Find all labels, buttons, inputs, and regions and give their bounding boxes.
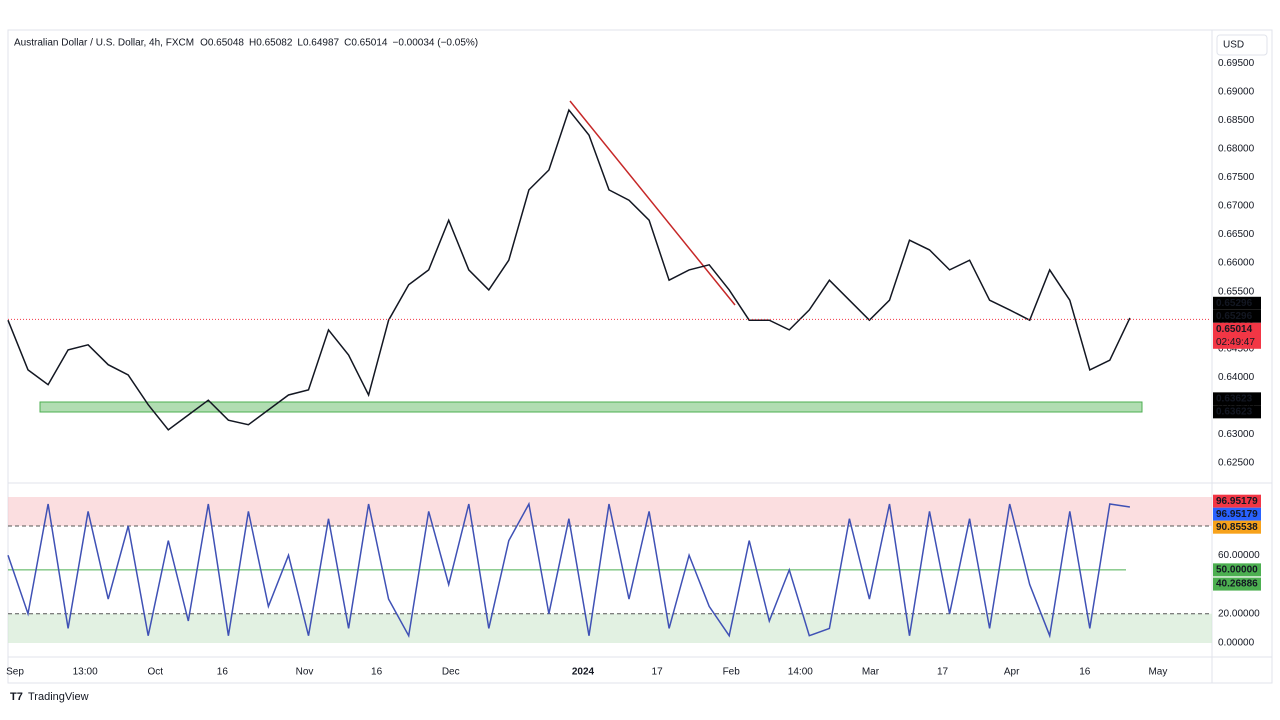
brand: TradingView <box>28 691 89 703</box>
x-tick-label: 16 <box>371 667 383 678</box>
axis-marker <box>1213 494 1261 508</box>
axis-marker-label: 96.95179 <box>1216 496 1258 507</box>
y-tick-label: 0.68500 <box>1218 115 1255 126</box>
y-tick-label: 0.67500 <box>1218 172 1255 183</box>
axis-marker <box>1213 322 1261 349</box>
axis-marker <box>1213 577 1261 591</box>
y-tick-label: 0.64500 <box>1218 343 1255 354</box>
y-tick-label: 0.64000 <box>1218 372 1255 383</box>
y-tick-label: 0.66000 <box>1218 258 1255 269</box>
x-tick-label: Sep <box>6 667 24 678</box>
axis-marker <box>1213 507 1261 521</box>
y-tick-label: 0.68000 <box>1218 143 1255 154</box>
ohlc-label: O <box>200 38 208 49</box>
axis-marker-label: 90.85538 <box>1216 522 1258 533</box>
axis-marker-label: 0.65296 <box>1216 298 1253 309</box>
axis-marker-label: 96.95179 <box>1216 509 1258 520</box>
x-tick-label: 2024 <box>572 667 595 678</box>
axis-marker-label: 0.65014 <box>1216 324 1253 335</box>
ohlc-value: 0.65014 <box>351 38 388 49</box>
axis-marker-label: 0.65296 <box>1216 311 1253 322</box>
axis-marker-label: 0.63623 <box>1216 406 1253 417</box>
change: −0.00034 (−0.05%) <box>393 38 479 49</box>
y-tick-label: 0.00000 <box>1218 638 1255 649</box>
y-tick-label: 0.69500 <box>1218 58 1255 69</box>
x-tick-label: Dec <box>442 667 460 678</box>
x-tick-label: 14:00 <box>788 667 813 678</box>
y-tick-label: 0.67000 <box>1218 201 1255 212</box>
axis-marker <box>1213 392 1261 406</box>
x-tick-label: Nov <box>296 667 314 678</box>
x-tick-label: Mar <box>862 667 880 678</box>
currency[interactable]: USD <box>1223 40 1244 51</box>
oversold-zone <box>8 613 1212 643</box>
ohlc-value: 0.64987 <box>303 38 340 49</box>
axis-marker <box>1213 405 1261 419</box>
x-tick-label: 17 <box>937 667 949 678</box>
y-tick-label: 0.66500 <box>1218 229 1255 240</box>
ohlc-label: C <box>344 38 351 49</box>
ohlc-value: 0.65082 <box>256 38 293 49</box>
logo: T7 <box>10 691 23 703</box>
x-tick-label: 17 <box>652 667 664 678</box>
y-tick-label: 20.00000 <box>1218 608 1260 619</box>
countdown: 02:49:47 <box>1216 337 1255 348</box>
support-zone <box>39 401 1143 413</box>
currency-button[interactable] <box>1216 34 1268 56</box>
symbol-title: Australian Dollar / U.S. Dollar, 4h, FXC… <box>14 38 194 49</box>
y-tick-label: 0.69000 <box>1218 86 1255 97</box>
y-tick-label: 0.63000 <box>1218 429 1255 440</box>
trend-line <box>569 100 736 306</box>
series-line <box>7 501 1131 639</box>
x-tick-label: 16 <box>217 667 229 678</box>
ohlc-label: L <box>297 38 303 49</box>
axis-marker <box>1213 563 1261 577</box>
y-tick-label: 0.62500 <box>1218 458 1255 469</box>
series-line <box>7 108 1131 431</box>
ohlc-value: 0.65048 <box>208 38 245 49</box>
x-tick-label: Oct <box>147 667 163 678</box>
axis-marker-label: 50.00000 <box>1216 564 1258 575</box>
ohlc-label: H <box>249 38 256 49</box>
axis-marker <box>1213 520 1261 534</box>
axis-marker <box>1213 296 1261 310</box>
x-tick-label: Feb <box>723 667 741 678</box>
axis-marker <box>1213 309 1261 323</box>
axis-marker-label: 40.26886 <box>1216 579 1258 590</box>
y-tick-label: 0.65500 <box>1218 286 1255 297</box>
axis-marker-label: 0.63623 <box>1216 393 1253 404</box>
y-tick-label: 60.00000 <box>1218 550 1260 561</box>
x-tick-label: 13:00 <box>73 667 98 678</box>
x-tick-label: May <box>1148 667 1167 678</box>
x-tick-label: 16 <box>1079 667 1091 678</box>
x-tick-label: Apr <box>1004 667 1020 678</box>
frame <box>7 29 1273 684</box>
